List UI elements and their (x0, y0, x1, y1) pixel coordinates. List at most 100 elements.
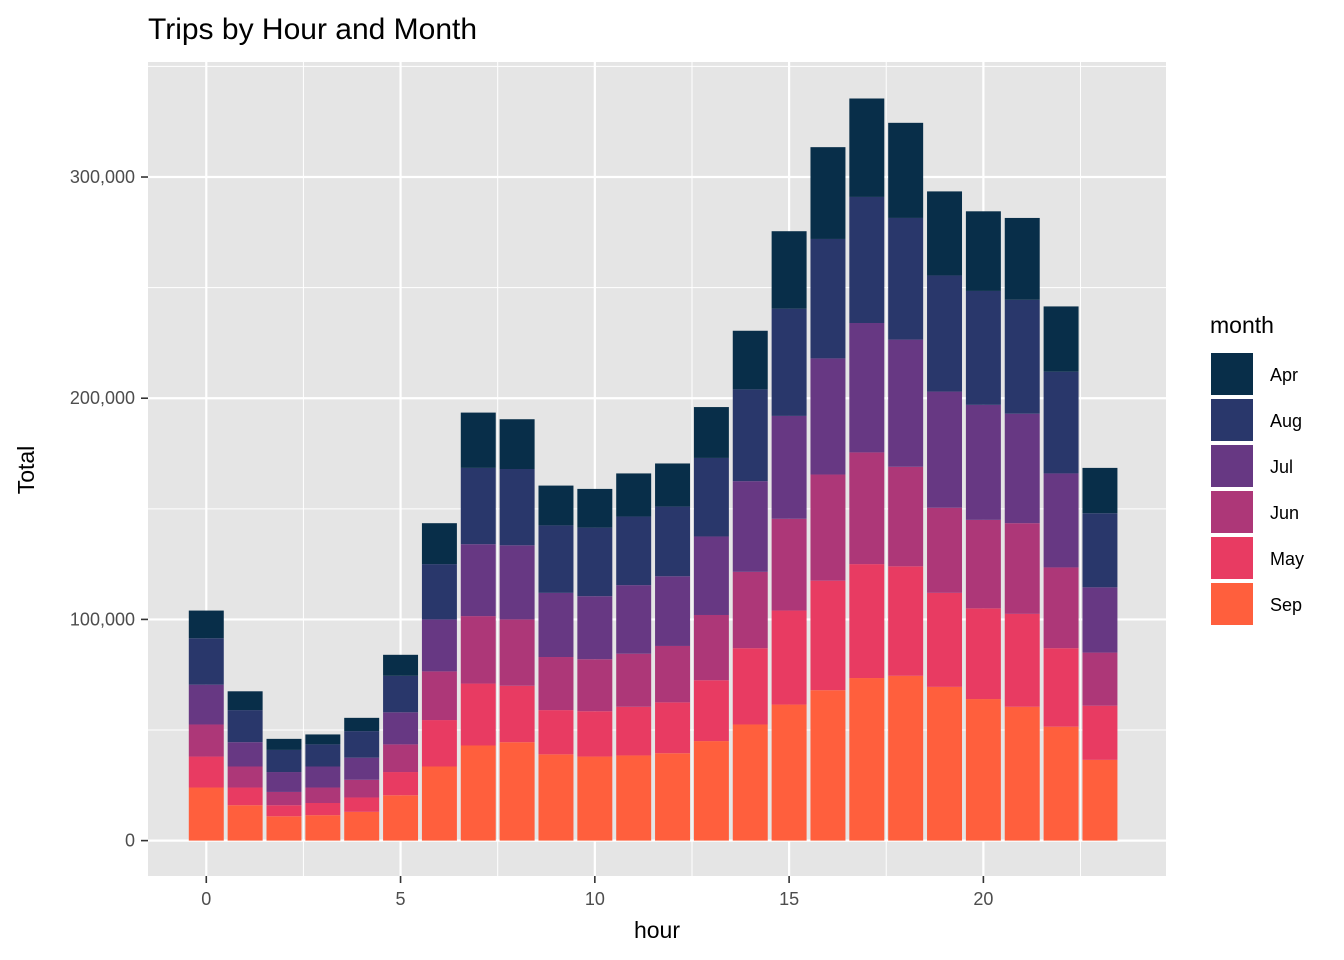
bar-may-hour-22 (1043, 648, 1079, 727)
bar-jun-hour-6 (421, 671, 457, 721)
bar-jun-hour-15 (771, 518, 807, 611)
bar-aug-hour-7 (460, 467, 496, 545)
legend-swatch-jul (1211, 445, 1253, 487)
x-tick-label: 20 (973, 889, 993, 909)
bar-jul-hour-1 (227, 742, 263, 767)
bar-apr-hour-17 (849, 98, 885, 197)
bar-apr-hour-16 (810, 147, 846, 239)
bar-sep-hour-4 (344, 811, 380, 841)
bar-jun-hour-7 (460, 616, 496, 684)
bar-apr-hour-15 (771, 231, 807, 309)
legend-title: month (1210, 312, 1274, 338)
bars (188, 98, 1118, 841)
bar-jun-hour-21 (1004, 523, 1040, 614)
bar-sep-hour-11 (616, 755, 652, 841)
bar-may-hour-4 (344, 797, 380, 812)
legend-label-may: May (1270, 549, 1304, 569)
bar-apr-hour-21 (1004, 217, 1040, 300)
bar-jul-hour-23 (1082, 587, 1118, 653)
bar-aug-hour-16 (810, 238, 846, 359)
bar-sep-hour-2 (266, 816, 302, 841)
bar-aug-hour-4 (344, 731, 380, 758)
bar-jun-hour-10 (577, 659, 613, 712)
bar-sep-hour-22 (1043, 726, 1079, 841)
y-tick-label: 300,000 (70, 167, 135, 187)
bar-may-hour-14 (732, 648, 768, 725)
bar-jul-hour-19 (927, 391, 963, 508)
bar-jul-hour-10 (577, 596, 613, 660)
bar-may-hour-3 (305, 803, 341, 816)
bar-aug-hour-21 (1004, 299, 1040, 414)
y-axis: 0 100,000 200,000 300,000 (70, 167, 148, 851)
bar-jul-hour-7 (460, 544, 496, 617)
bar-aug-hour-0 (188, 638, 224, 685)
bar-apr-hour-10 (577, 488, 613, 528)
x-tick-label: 10 (585, 889, 605, 909)
bar-jun-hour-4 (344, 779, 380, 798)
bar-may-hour-9 (538, 710, 574, 755)
bar-jun-hour-20 (965, 519, 1001, 609)
bar-jul-hour-8 (499, 545, 535, 620)
bar-sep-hour-16 (810, 690, 846, 841)
bar-sep-hour-23 (1082, 759, 1118, 841)
bar-jul-hour-18 (888, 339, 924, 467)
bar-jun-hour-14 (732, 571, 768, 649)
bar-jun-hour-3 (305, 787, 341, 804)
bar-apr-hour-13 (693, 407, 729, 458)
bar-may-hour-7 (460, 683, 496, 746)
x-axis: 0 5 10 15 20 (201, 876, 993, 909)
bar-aug-hour-2 (266, 749, 302, 773)
bar-apr-hour-11 (616, 473, 652, 517)
bar-sep-hour-5 (383, 795, 419, 841)
bar-aug-hour-9 (538, 525, 574, 593)
legend: month Apr Aug Jul Jun May Sep (1210, 312, 1304, 625)
bar-sep-hour-6 (421, 766, 457, 841)
bar-aug-hour-12 (655, 506, 691, 577)
bar-aug-hour-1 (227, 710, 263, 743)
bar-sep-hour-12 (655, 753, 691, 841)
bar-sep-hour-3 (305, 815, 341, 841)
bar-jun-hour-1 (227, 766, 263, 788)
bar-apr-hour-7 (460, 412, 496, 468)
bar-sep-hour-1 (227, 805, 263, 841)
bar-may-hour-21 (1004, 613, 1040, 707)
bar-jul-hour-17 (849, 323, 885, 453)
bar-sep-hour-9 (538, 754, 574, 841)
bar-jul-hour-21 (1004, 413, 1040, 524)
bar-aug-hour-22 (1043, 371, 1079, 474)
bar-sep-hour-15 (771, 704, 807, 841)
bar-jun-hour-23 (1082, 652, 1118, 706)
bar-aug-hour-17 (849, 196, 885, 324)
bar-may-hour-1 (227, 787, 263, 806)
x-tick-label: 5 (396, 889, 406, 909)
bar-aug-hour-13 (693, 457, 729, 537)
bar-may-hour-11 (616, 706, 652, 756)
bar-jun-hour-8 (499, 619, 535, 686)
bar-sep-hour-10 (577, 756, 613, 841)
bar-apr-hour-2 (266, 738, 302, 750)
bar-may-hour-18 (888, 566, 924, 676)
bar-jul-hour-5 (383, 712, 419, 745)
bar-sep-hour-0 (188, 787, 224, 841)
bar-jun-hour-19 (927, 507, 963, 593)
bar-jul-hour-9 (538, 592, 574, 658)
bar-apr-hour-19 (927, 191, 963, 276)
bar-jun-hour-18 (888, 466, 924, 567)
legend-label-apr: Apr (1270, 365, 1298, 385)
bar-apr-hour-23 (1082, 467, 1118, 514)
bar-jul-hour-11 (616, 585, 652, 654)
bar-jul-hour-4 (344, 757, 380, 780)
bar-may-hour-20 (965, 608, 1001, 700)
bar-jul-hour-12 (655, 576, 691, 646)
bar-sep-hour-14 (732, 724, 768, 841)
bar-jun-hour-9 (538, 657, 574, 711)
bar-jul-hour-14 (732, 481, 768, 572)
bar-may-hour-19 (927, 592, 963, 687)
bar-sep-hour-8 (499, 742, 535, 841)
bar-aug-hour-23 (1082, 513, 1118, 588)
legend-swatch-aug (1211, 399, 1253, 441)
bar-aug-hour-6 (421, 564, 457, 620)
bar-jul-hour-15 (771, 415, 807, 519)
bar-sep-hour-21 (1004, 706, 1040, 841)
bar-jul-hour-0 (188, 684, 224, 725)
